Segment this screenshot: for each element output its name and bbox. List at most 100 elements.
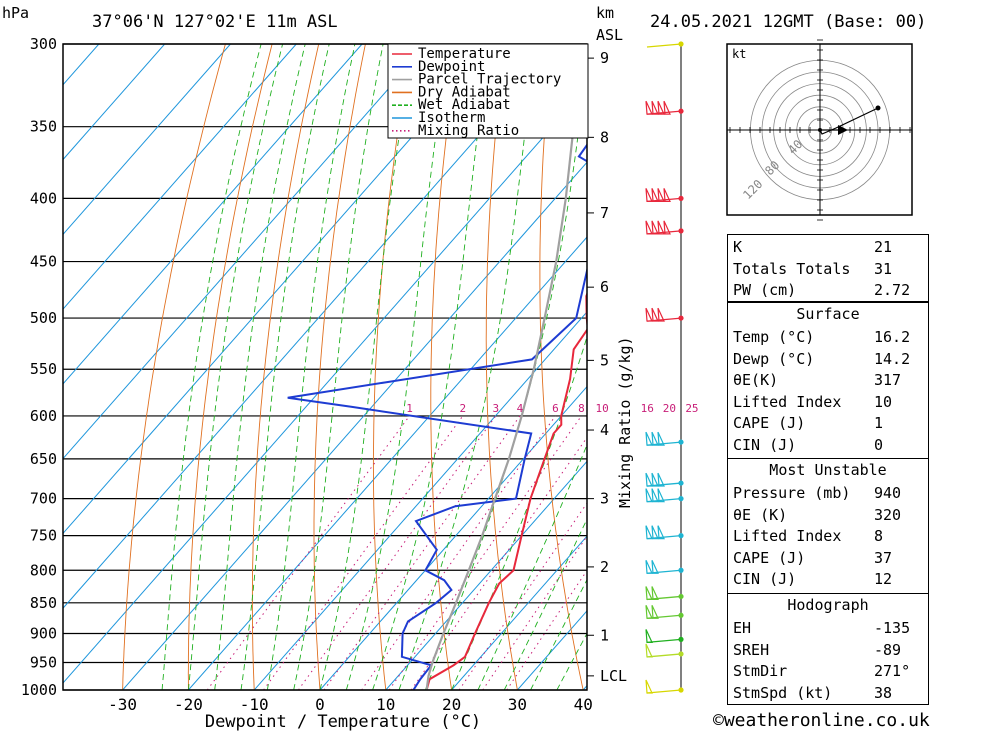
index-name: θE (K) [733, 505, 788, 524]
isotherm-line [319, 385, 587, 690]
index-name: K [733, 238, 743, 256]
wet-adiabat-line [345, 44, 450, 690]
wet-adiabat-line [503, 518, 587, 690]
pressure-tick-label: 400 [30, 189, 57, 207]
index-name: PW (cm) [733, 281, 797, 299]
index-name: Dewp (°C) [733, 349, 815, 368]
temperature-tick-label: -10 [240, 695, 269, 714]
isotherm-line [63, 44, 231, 236]
dry-adiabat-line [372, 44, 413, 690]
hodograph-trace [819, 107, 879, 135]
mixing-ratio-axis-label: Mixing Ratio (g/kg) [616, 336, 634, 508]
parcel-trajectory-line [425, 44, 583, 690]
wind-barb [645, 488, 684, 503]
wind-barb [645, 629, 684, 644]
index-value: 317 [874, 371, 902, 389]
index-name: CAPE (J) [733, 414, 806, 432]
index-value: 12 [874, 570, 893, 588]
index-row: CAPE (J) 1 [728, 412, 928, 433]
mixing-ratio-line [506, 569, 587, 690]
index-value: -135 [874, 619, 911, 637]
pressure-tick-label: 700 [30, 490, 57, 508]
wet-adiabat-line [161, 44, 262, 690]
hodograph-unit-label: kt [732, 47, 746, 61]
index-value: 1 [874, 414, 884, 432]
index-row: PW (cm) 2.72 [728, 279, 928, 300]
index-name: CAPE (J) [733, 548, 806, 567]
index-row: StmSpd (kt) 38 [728, 682, 928, 703]
mixing-ratio-label: 16 [641, 402, 654, 415]
wind-barb [645, 100, 684, 115]
pressure-tick-label: 950 [30, 653, 57, 671]
index-row: CIN (J) 0 [728, 434, 928, 455]
index-value: 38 [874, 683, 893, 702]
index-value: 320 [874, 505, 902, 524]
dry-adiabat-line [430, 44, 460, 690]
surface-panel: Surface Temp (°C) 16.2 Dewp (°C) 14.2 θE(K) 31… [727, 302, 929, 460]
plot-frame [62, 43, 588, 691]
km-tick-label: 7 [600, 204, 609, 222]
index-row: StmDir 271° [728, 660, 928, 681]
pressure-tick-label: 750 [30, 527, 57, 545]
hodograph-point [818, 128, 822, 132]
pressure-tick-label: 900 [30, 624, 57, 642]
pressure-tick-label: 450 [30, 253, 57, 271]
legend-entry-label: Temperature [418, 46, 511, 62]
isotherm-line [63, 44, 297, 310]
index-value: 37 [874, 548, 893, 567]
index-name: θE(K) [733, 371, 779, 389]
isotherm-line [253, 311, 587, 690]
index-value: 2.72 [874, 281, 911, 299]
legend-entry-label: Parcel Trajectory [418, 72, 561, 88]
index-row: Pressure (mb) 940 [728, 482, 928, 503]
hodograph-indices-panel: Hodograph EH -135 SREH -89 StmDir 271° StmSpd (… [727, 593, 929, 705]
index-name: EH [733, 619, 752, 637]
index-row: K 21 [728, 236, 928, 257]
isotherm-line [63, 44, 363, 385]
index-name: Temp (°C) [733, 328, 815, 346]
legend-box [387, 43, 589, 139]
mixing-ratio-label: 6 [552, 402, 559, 415]
temperature-tick-label: -30 [108, 695, 137, 714]
index-name: Lifted Index [733, 527, 842, 545]
isotherm-line [63, 44, 429, 460]
index-name: StmSpd (kt) [733, 683, 833, 702]
km-tick-label: 4 [600, 421, 609, 439]
datetime-title: 24.05.2021 12GMT (Base: 00) [650, 12, 927, 32]
wet-adiabat-line [477, 443, 587, 690]
index-name: Pressure (mb) [733, 484, 851, 502]
index-value: 21 [874, 238, 893, 256]
wind-barb [645, 220, 684, 235]
index-row: CIN (J) 12 [728, 568, 928, 589]
mixing-ratio-line [482, 535, 587, 690]
index-value: 16.2 [874, 328, 911, 346]
pressure-tick-label: 1000 [21, 681, 57, 699]
dry-adiabat-line [925, 44, 1000, 690]
mixing-ratio-label: 10 [596, 402, 609, 415]
index-row: Dewp (°C) 14.2 [728, 348, 928, 369]
km-unit-label: km [596, 4, 615, 22]
mixing-ratio-label: 20 [663, 402, 676, 415]
temperature-tick-label: 30 [508, 695, 527, 714]
km-tick-label: 9 [600, 49, 609, 67]
pressure-tick-label: 650 [30, 450, 57, 468]
wind-barb [645, 560, 684, 574]
temperature-tick-label: 20 [442, 695, 461, 714]
mixing-ratio-label: 8 [578, 402, 585, 415]
km-asl-label: ASL [596, 26, 624, 44]
wet-adiabat-line [530, 578, 587, 690]
index-row: θE (K) 320 [728, 504, 928, 525]
dry-adiabat-line [972, 44, 1000, 690]
wind-barb [645, 525, 684, 540]
mixing-ratio-label: 1 [406, 402, 413, 415]
index-name: CIN (J) [733, 435, 797, 454]
mixing-ratio-label: 2 [459, 402, 466, 415]
temperature-tick-label: 40 [574, 695, 593, 714]
isotherm-line [122, 161, 587, 690]
pressure-unit-label: hPa [2, 4, 30, 22]
legend-entry-label: Isotherm [418, 110, 485, 126]
index-section-title: Most Unstable [769, 461, 887, 479]
x-axis-label: Dewpoint / Temperature (°C) [205, 712, 481, 732]
temperature-tick-label: -20 [174, 695, 203, 714]
wind-barb [645, 188, 684, 203]
